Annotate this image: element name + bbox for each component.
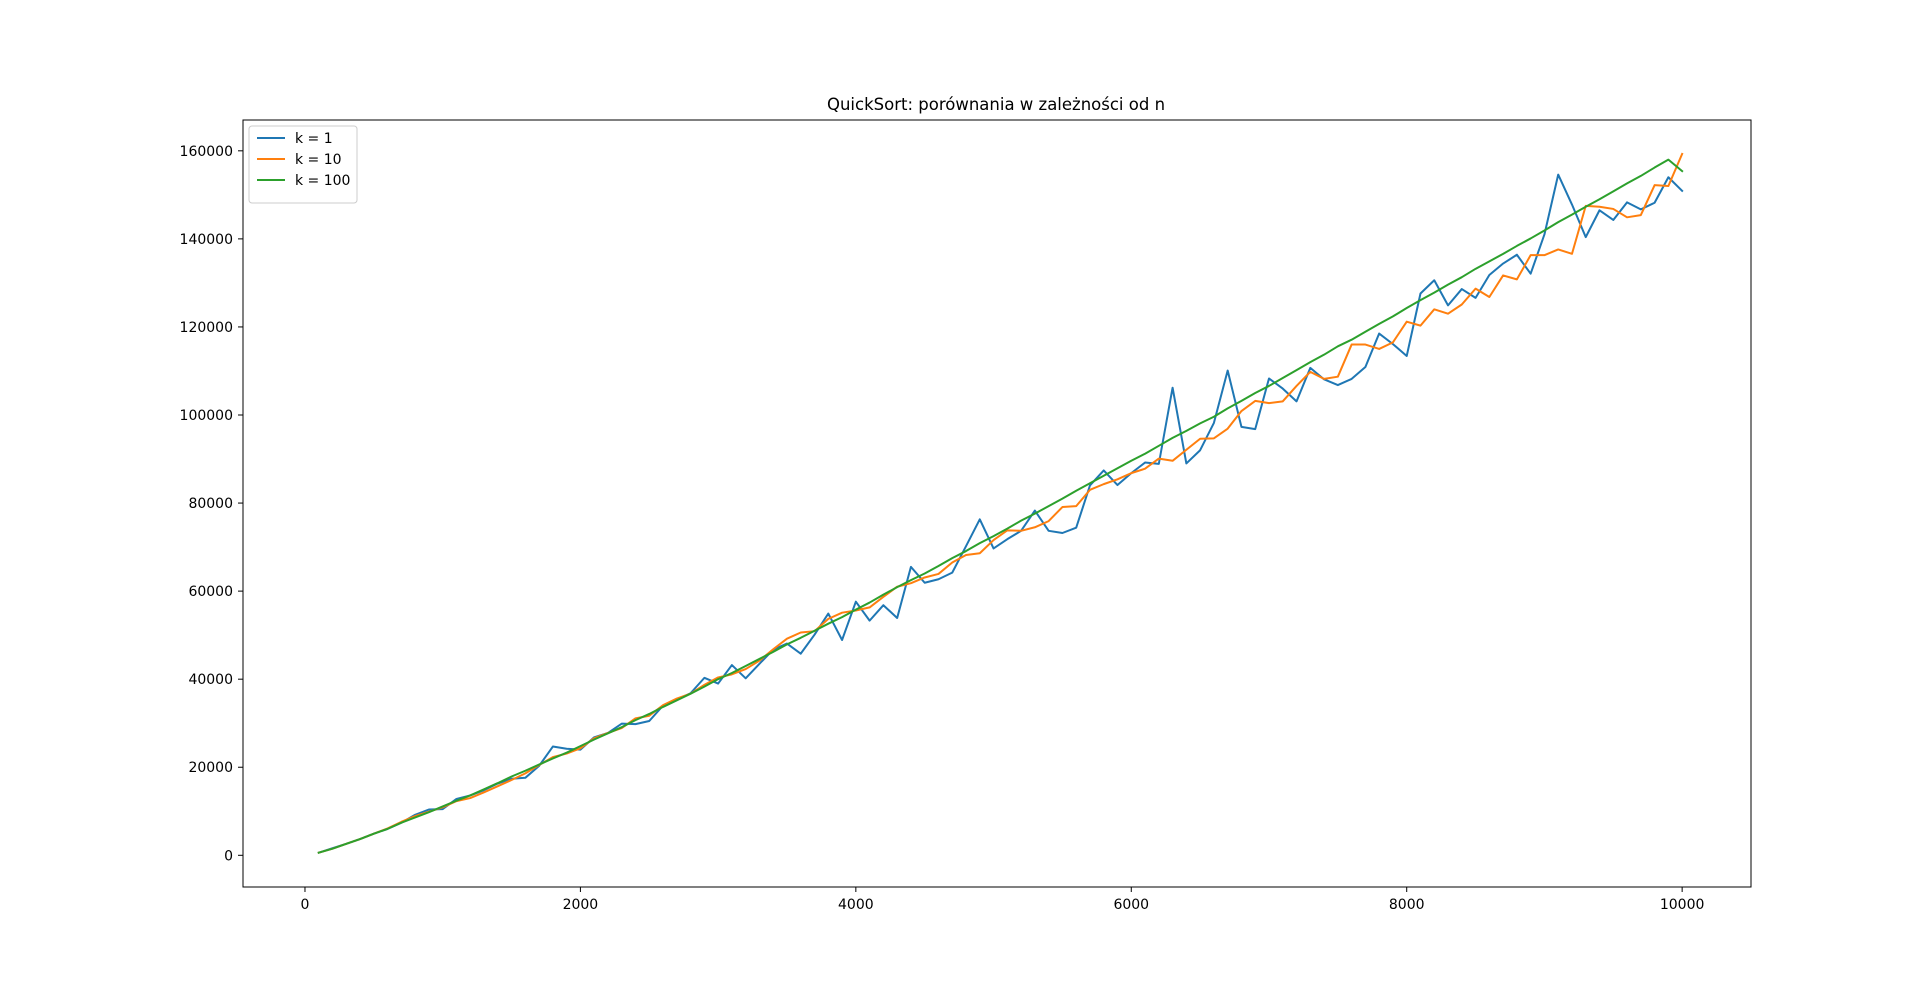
x-tick-label-2000: 2000 (563, 897, 599, 913)
y-tick-label-80000: 80000 (188, 496, 233, 512)
y-tick-label-100000: 100000 (180, 408, 233, 424)
legend: k = 1 k = 10 k = 100 (248, 125, 358, 204)
y-tick-label-0: 0 (224, 848, 233, 864)
x-tick-label-10000: 10000 (1660, 897, 1705, 913)
axes: 0 2000 4000 6000 8000 10000020000400006000080… (180, 119, 1752, 913)
x-tick-label-4000: 4000 (838, 897, 874, 913)
legend-label-2: k = 10 (295, 152, 342, 168)
y-tick-label-120000: 120000 (180, 320, 233, 336)
y-tick-label-140000: 140000 (180, 232, 233, 248)
series-lines (317, 152, 1684, 854)
chart-title: QuickSort: porównania w zależności od n (827, 95, 1165, 114)
x-tick-label-6000: 6000 (1113, 897, 1149, 913)
y-tick-label-40000: 40000 (188, 672, 233, 688)
x-tick-label-8000: 8000 (1389, 897, 1425, 913)
series-line-1 (317, 173, 1684, 854)
legend-box (248, 125, 358, 204)
y-tick-label-60000: 60000 (188, 584, 233, 600)
series-line-3 (317, 158, 1684, 854)
y-tick-label-160000: 160000 (180, 144, 233, 160)
x-tick-label-0: 0 (301, 897, 310, 913)
y-tick-label-20000: 20000 (188, 760, 233, 776)
legend-label-3: k = 100 (295, 173, 350, 189)
legend-label-1: k = 1 (295, 131, 333, 147)
